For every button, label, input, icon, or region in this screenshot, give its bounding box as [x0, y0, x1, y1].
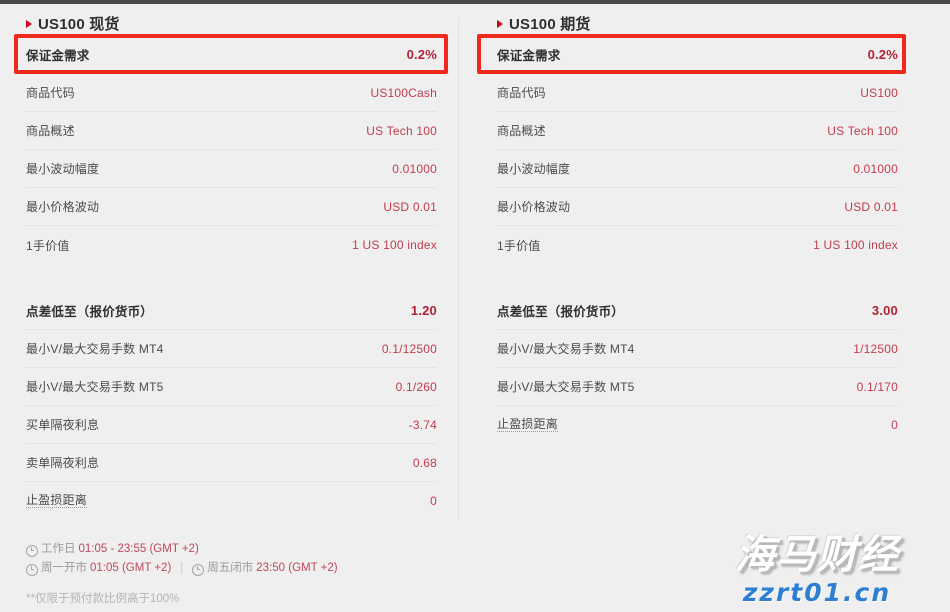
footer-separator: | — [180, 562, 184, 574]
spec-label: 最小波动幅度 — [26, 162, 100, 176]
spec-row-stop-limit-distance: 止盈损距离 0 — [497, 406, 898, 444]
spec-label: 保证金需求 — [497, 49, 561, 63]
spec-value: 1/12500 — [853, 341, 898, 356]
clock-icon — [26, 563, 38, 576]
spec-value: -3.74 — [408, 417, 437, 432]
spec-label: 1手价值 — [497, 238, 541, 253]
spec-row-tick-size: 最小波动幅度 0.01000 — [26, 150, 437, 188]
spec-row-spread-from: 点差低至（报价货币） 3.00 — [497, 292, 898, 330]
spec-row-lots-mt4: 最小V/最大交易手数 MT4 1/12500 — [497, 330, 898, 368]
spec-table-spot: 保证金需求 0.2% 商品代码 US100Cash 商品概述 US Tech 1… — [26, 36, 437, 520]
spec-columns: US100 现货 保证金需求 0.2% 商品代码 US100Cash 商品概述 … — [0, 4, 950, 612]
spec-label: 最小V/最大交易手数 MT5 — [26, 380, 164, 394]
spec-value: US Tech 100 — [366, 123, 437, 138]
watermark-url: zzrt01.cn — [742, 578, 892, 607]
spec-value: 0.68 — [412, 455, 437, 470]
spec-label: 1手价值 — [26, 238, 70, 253]
spec-label: 商品代码 — [26, 86, 75, 100]
watermark-brand: 海马财经 — [735, 532, 899, 578]
spec-value: 0.01000 — [853, 161, 898, 176]
spec-label: 商品代码 — [497, 86, 546, 100]
spec-table-futures: 保证金需求 0.2% 商品代码 US100 商品概述 US Tech 100 最… — [497, 36, 898, 444]
card-title-spot: US100 现货 — [26, 4, 437, 36]
watermark: 海马财经 zzrt01.cn — [692, 532, 942, 608]
trading-hours-open-close: 周一开市 01:05 (GMT +2) | 周五闭市 23:50 (GMT +2… — [26, 559, 437, 578]
weekday-time: 01:05 - 23:55 (GMT +2) — [78, 543, 199, 555]
spec-value: 0.2% — [406, 47, 437, 62]
spec-row-spread-from: 点差低至（报价货币） 1.20 — [26, 292, 437, 330]
monday-open-time: 01:05 (GMT +2) — [90, 562, 172, 574]
spec-value: 0 — [430, 494, 437, 508]
friday-close-time: 23:50 (GMT +2) — [256, 562, 338, 574]
spec-row-stop-limit-distance: 止盈损距离 0 — [26, 482, 437, 520]
spec-value: 0.01000 — [392, 161, 437, 176]
footnote: **仅限于预付款比例高于100% — [26, 593, 180, 605]
instrument-card-futures: US100 期货 保证金需求 0.2% 商品代码 US100 商品概述 US T… — [459, 4, 950, 612]
instrument-card-spot: US100 现货 保证金需求 0.2% 商品代码 US100Cash 商品概述 … — [0, 4, 459, 612]
trading-hours-footer: 工作日 01:05 - 23:55 (GMT +2) 周一开市 01:05 (G… — [26, 540, 437, 609]
weekday-label: 工作日 — [41, 543, 76, 555]
spec-value: US100Cash — [370, 85, 437, 100]
group-separator — [26, 264, 437, 292]
spec-row-lots-mt5: 最小V/最大交易手数 MT5 0.1/170 — [497, 368, 898, 406]
spec-value: 0.1/12500 — [381, 341, 437, 356]
card-title-label: US100 现货 — [38, 16, 120, 33]
top-band — [0, 0, 950, 4]
spec-value: 0.2% — [867, 47, 898, 62]
spec-value: US Tech 100 — [827, 123, 898, 138]
spec-row-symbol-code: 商品代码 US100Cash — [26, 74, 437, 112]
triangle-right-icon — [26, 19, 32, 28]
spec-row-margin-requirement: 保证金需求 0.2% — [497, 36, 898, 74]
spec-label: 商品概述 — [26, 124, 75, 138]
spec-label: 最小价格波动 — [497, 200, 571, 214]
triangle-right-icon — [497, 19, 503, 28]
spec-row-swap-long: 买单隔夜利息 -3.74 — [26, 406, 437, 444]
group-separator — [497, 264, 898, 292]
spec-label: 最小V/最大交易手数 MT5 — [497, 380, 635, 394]
spec-label: 保证金需求 — [26, 49, 90, 63]
spec-label: 卖单隔夜利息 — [26, 456, 100, 470]
spec-row-tick-size: 最小波动幅度 0.01000 — [497, 150, 898, 188]
spec-value: 3.00 — [871, 303, 898, 318]
spec-row-margin-requirement: 保证金需求 0.2% — [26, 36, 437, 74]
spec-label: 点差低至（报价货币） — [26, 305, 154, 319]
spec-row-swap-short: 卖单隔夜利息 0.68 — [26, 444, 437, 482]
spec-label-tooltip[interactable]: 止盈损距离 — [26, 493, 88, 508]
card-title-futures: US100 期货 — [497, 4, 898, 36]
spec-row-description: 商品概述 US Tech 100 — [497, 112, 898, 150]
clock-icon — [192, 563, 205, 576]
spec-label: 点差低至（报价货币） — [497, 305, 625, 319]
spec-row-symbol-code: 商品代码 US100 — [497, 74, 898, 112]
spec-value: 0 — [891, 418, 898, 432]
spec-label: 最小波动幅度 — [497, 162, 571, 176]
clock-icon — [26, 544, 38, 557]
spec-value: 1.20 — [410, 303, 437, 318]
spec-row-min-price-fluctuation: 最小价格波动 USD 0.01 — [26, 188, 437, 226]
friday-close-label: 周五闭市 — [207, 562, 254, 574]
card-title-label: US100 期货 — [509, 16, 591, 33]
column-divider — [458, 18, 459, 520]
spec-value: 1 US 100 index — [352, 238, 437, 252]
spec-label: 买单隔夜利息 — [26, 418, 100, 432]
spec-label-tooltip[interactable]: 止盈损距离 — [497, 417, 559, 432]
spec-label: 商品概述 — [497, 124, 546, 138]
spec-row-lot-value: 1手价值 1 US 100 index — [26, 226, 437, 264]
spec-value: USD 0.01 — [844, 199, 898, 214]
spec-row-lots-mt4: 最小V/最大交易手数 MT4 0.1/12500 — [26, 330, 437, 368]
trading-hours-weekday: 工作日 01:05 - 23:55 (GMT +2) — [26, 540, 437, 559]
spec-value: 1 US 100 index — [813, 238, 898, 252]
spec-value: USD 0.01 — [383, 199, 437, 214]
spec-label: 最小价格波动 — [26, 200, 100, 214]
spec-row-description: 商品概述 US Tech 100 — [26, 112, 437, 150]
monday-open-label: 周一开市 — [41, 562, 87, 574]
spec-label: 最小V/最大交易手数 MT4 — [497, 342, 635, 356]
spec-row-lot-value: 1手价值 1 US 100 index — [497, 226, 898, 264]
spec-value: US100 — [860, 85, 898, 100]
spec-value: 0.1/170 — [856, 379, 898, 394]
spec-label: 最小V/最大交易手数 MT4 — [26, 342, 164, 356]
spec-row-min-price-fluctuation: 最小价格波动 USD 0.01 — [497, 188, 898, 226]
spec-row-lots-mt5: 最小V/最大交易手数 MT5 0.1/260 — [26, 368, 437, 406]
spec-value: 0.1/260 — [395, 379, 437, 394]
